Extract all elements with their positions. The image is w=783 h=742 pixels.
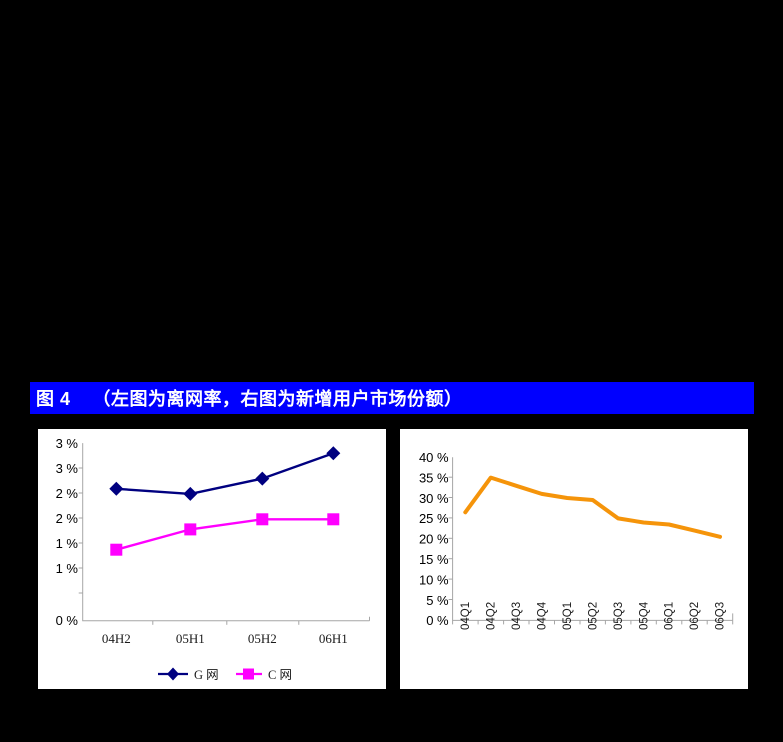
svg-text:15 %: 15 %	[419, 552, 449, 567]
svg-text:2 %: 2 %	[56, 511, 79, 526]
svg-text:05Q2: 05Q2	[587, 602, 599, 630]
svg-text:04Q1: 04Q1	[460, 602, 472, 630]
svg-text:05H2: 05H2	[248, 631, 277, 646]
svg-text:06Q2: 06Q2	[689, 602, 701, 630]
svg-text:35 %: 35 %	[419, 470, 449, 485]
svg-text:0 %: 0 %	[426, 613, 449, 628]
svg-text:04Q2: 04Q2	[486, 602, 498, 630]
svg-text:C 网: C 网	[268, 668, 292, 682]
svg-text:10 %: 10 %	[419, 572, 449, 587]
svg-text:05H1: 05H1	[176, 631, 205, 646]
svg-text:0 %: 0 %	[56, 613, 79, 628]
svg-text:1 %: 1 %	[56, 536, 79, 551]
svg-text:1 %: 1 %	[56, 561, 79, 576]
svg-text:06Q3: 06Q3	[715, 602, 727, 630]
svg-text:40 %: 40 %	[419, 450, 449, 465]
svg-text:06Q1: 06Q1	[664, 602, 676, 630]
svg-text:3 %: 3 %	[56, 461, 79, 476]
svg-text:30 %: 30 %	[419, 491, 449, 506]
svg-text:20 %: 20 %	[419, 532, 449, 547]
svg-text:25 %: 25 %	[419, 511, 449, 526]
svg-text:05Q3: 05Q3	[613, 602, 625, 630]
svg-text:05Q4: 05Q4	[638, 601, 650, 630]
svg-text:2 %: 2 %	[56, 486, 79, 501]
svg-text:05Q1: 05Q1	[562, 602, 574, 630]
svg-text:3 %: 3 %	[56, 436, 79, 451]
svg-text:5 %: 5 %	[426, 593, 449, 608]
svg-text:04Q4: 04Q4	[536, 601, 548, 630]
svg-text:04H2: 04H2	[102, 631, 131, 646]
svg-text:06H1: 06H1	[319, 631, 348, 646]
svg-text:04Q3: 04Q3	[511, 602, 523, 630]
svg-text:G 网: G 网	[194, 668, 219, 682]
